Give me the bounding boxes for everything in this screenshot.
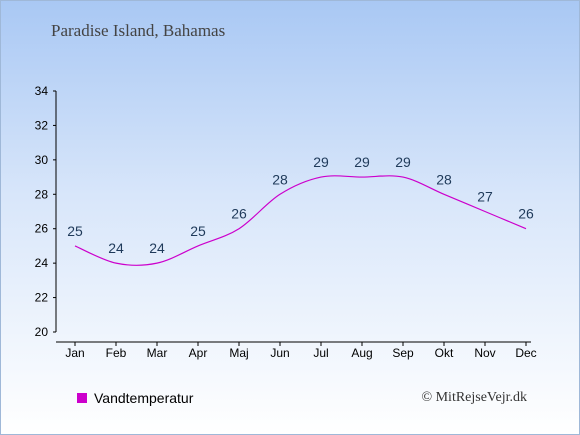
y-tick-label: 26 <box>35 222 49 236</box>
x-tick-label: Apr <box>189 346 208 360</box>
series-line <box>74 175 527 266</box>
legend-swatch <box>77 393 87 403</box>
x-tick-label: Jul <box>313 346 328 360</box>
y-tick-label: 34 <box>35 84 49 98</box>
y-tick-label: 30 <box>35 153 49 167</box>
chart-title: Paradise Island, Bahamas <box>51 21 226 40</box>
x-tick-label: Aug <box>351 346 372 360</box>
data-label: 26 <box>231 206 247 222</box>
x-tick-label: Mar <box>147 346 168 360</box>
y-tick-label: 32 <box>35 118 49 132</box>
legend: Vandtemperatur <box>77 390 193 406</box>
legend-label: Vandtemperatur <box>94 390 194 406</box>
x-tick-label: Feb <box>106 346 127 360</box>
x-tick-label: Dec <box>515 346 536 360</box>
data-label: 26 <box>518 206 534 222</box>
data-label: 29 <box>354 154 370 170</box>
y-tick-label: 28 <box>35 187 49 201</box>
y-tick-label: 20 <box>35 325 49 339</box>
x-tick-label: Nov <box>474 346 495 360</box>
data-label: 29 <box>395 154 411 170</box>
y-tick-label: 22 <box>35 291 49 305</box>
data-label: 25 <box>67 223 83 239</box>
data-label: 27 <box>477 189 493 205</box>
credit-text: © MitRejseVejr.dk <box>421 390 527 405</box>
x-tick-label: Okt <box>435 346 454 360</box>
x-tick-label: Maj <box>229 346 248 360</box>
x-tick-label: Jun <box>270 346 289 360</box>
y-tick-label: 24 <box>35 256 49 270</box>
data-label: 24 <box>149 240 165 256</box>
x-tick-label: Sep <box>392 346 414 360</box>
data-label: 24 <box>108 240 124 256</box>
x-tick-label: Jan <box>65 346 84 360</box>
data-label: 29 <box>313 154 329 170</box>
data-label: 28 <box>272 171 288 187</box>
data-label: 28 <box>436 171 452 187</box>
data-label: 25 <box>190 223 206 239</box>
